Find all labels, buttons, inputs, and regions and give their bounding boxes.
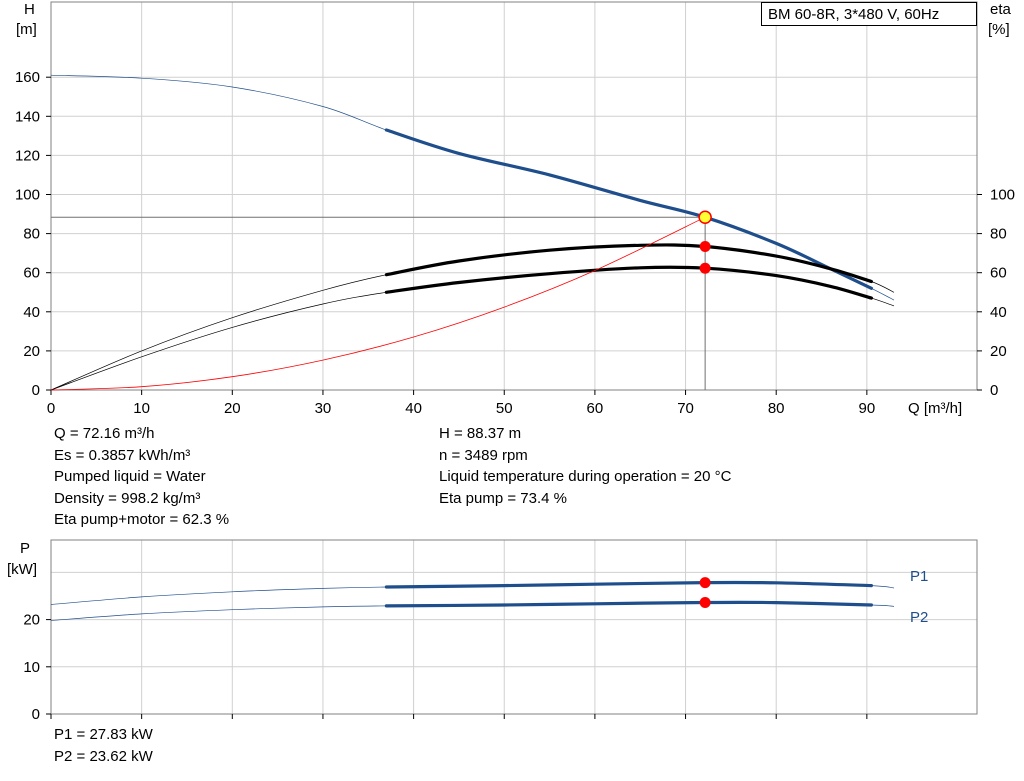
tick-label-eta: 80 (990, 226, 1007, 243)
op-point-head (698, 210, 712, 224)
energy-specific-value: Es = 0.3857 kWh/m³ (54, 446, 191, 464)
power-info: P1 = 27.83 kW P2 = 23.62 kW (54, 724, 153, 767)
density-value: Density = 998.2 kg/m³ (54, 489, 201, 507)
tick-label-x: 60 (587, 400, 604, 417)
tick-label-x: 30 (315, 400, 332, 417)
tick-label-h: 160 (15, 69, 40, 86)
op-point-eta-total (699, 262, 711, 274)
tick-label-h: 0 (32, 382, 40, 399)
eta-pump-value: Eta pump = 73.4 % (439, 489, 567, 507)
head-chart-grid (50, 2, 977, 390)
speed-value: n = 3489 rpm (439, 446, 528, 464)
head-curve-operating (384, 128, 873, 290)
p1-value: P1 = 27.83 kW (54, 726, 153, 743)
p2-value: P2 = 23.62 kW (54, 747, 153, 765)
head-chart-curves (50, 74, 895, 391)
pumped-liquid-value: Pumped liquid = Water (54, 468, 206, 485)
eta-axis-label: eta (990, 1, 1012, 18)
op-point-p1 (699, 577, 711, 589)
op-point-p2 (699, 597, 711, 609)
tick-label-x: 0 (47, 400, 55, 417)
tick-label-x: 90 (859, 400, 876, 417)
tick-label-x: 40 (405, 400, 422, 417)
tick-label-h: 120 (15, 147, 40, 164)
h-axis-label: H (24, 1, 35, 18)
eta-total-value: Eta pump+motor = 62.3 % (54, 511, 230, 528)
tick-label-h: 80 (23, 226, 40, 243)
tick-label-x: 80 (768, 400, 785, 417)
tick-label-x: 50 (496, 400, 513, 417)
head-chart-ticks: 0 10 20 30 40 50 60 70 80 90 0 20 40 60 80 100 120 140 160… (15, 69, 1015, 417)
head-chart-frame (50, 1, 978, 391)
tick-label-eta: 60 (990, 265, 1007, 282)
tick-label-x: 20 (224, 400, 241, 417)
system-curve (50, 216, 706, 391)
p-axis-label: P (20, 540, 30, 557)
p2-series-label: P2 (910, 609, 928, 626)
head-value: H = 88.37 m (439, 425, 522, 442)
tick-label-eta: 100 (990, 187, 1015, 204)
power-chart-frame (50, 539, 978, 715)
p-axis-unit: [kW] (7, 561, 37, 578)
tick-label-h: 40 (23, 304, 40, 321)
power-chart-ticks: 0 10 20 (23, 612, 868, 723)
tick-label-h: 140 (15, 108, 40, 125)
head-curve-full (50, 74, 895, 301)
eta_total-curve-full (50, 266, 895, 391)
info-left: Q = 72.16 m³/h Es = 0.3857 kWh/m³ Pumped… (54, 423, 229, 531)
tick-label-p: 0 (32, 706, 40, 723)
tick-label-p: 20 (23, 612, 40, 629)
tick-label-eta: 40 (990, 304, 1007, 321)
power-chart-curves (50, 580, 895, 621)
tick-label-h: 100 (15, 187, 40, 204)
tick-label-h: 60 (23, 265, 40, 282)
h-axis-unit: [m] (16, 21, 37, 38)
tick-label-h: 20 (23, 343, 40, 360)
p1-curve-operating (384, 580, 873, 589)
pump-model-label: BM 60-8R, 3*480 V, 60Hz (761, 2, 977, 26)
head-chart-points (51, 210, 712, 390)
q-axis-label: Q [m³/h] (908, 400, 962, 417)
op-point-eta-pump (699, 241, 711, 253)
tick-label-x: 10 (133, 400, 150, 417)
tick-label-x: 70 (677, 400, 694, 417)
eta_pump-curve-operating (384, 243, 873, 284)
tick-label-eta: 0 (990, 382, 998, 399)
info-right: H = 88.37 m n = 3489 rpm Liquid temperat… (439, 423, 731, 509)
flow-value: Q = 72.16 m³/h (54, 425, 155, 442)
power-chart-grid (50, 540, 977, 714)
tick-label-eta: 20 (990, 343, 1007, 360)
p2-curve-operating (384, 600, 873, 608)
eta-axis-unit: [%] (988, 21, 1010, 38)
tick-label-p: 10 (23, 659, 40, 676)
eta_pump-curve-full (50, 244, 895, 391)
eta_total-curve-operating (384, 265, 873, 300)
p1-series-label: P1 (910, 568, 928, 585)
liquid-temperature-value: Liquid temperature during operation = 20… (439, 468, 732, 485)
power-chart-points (699, 577, 711, 609)
